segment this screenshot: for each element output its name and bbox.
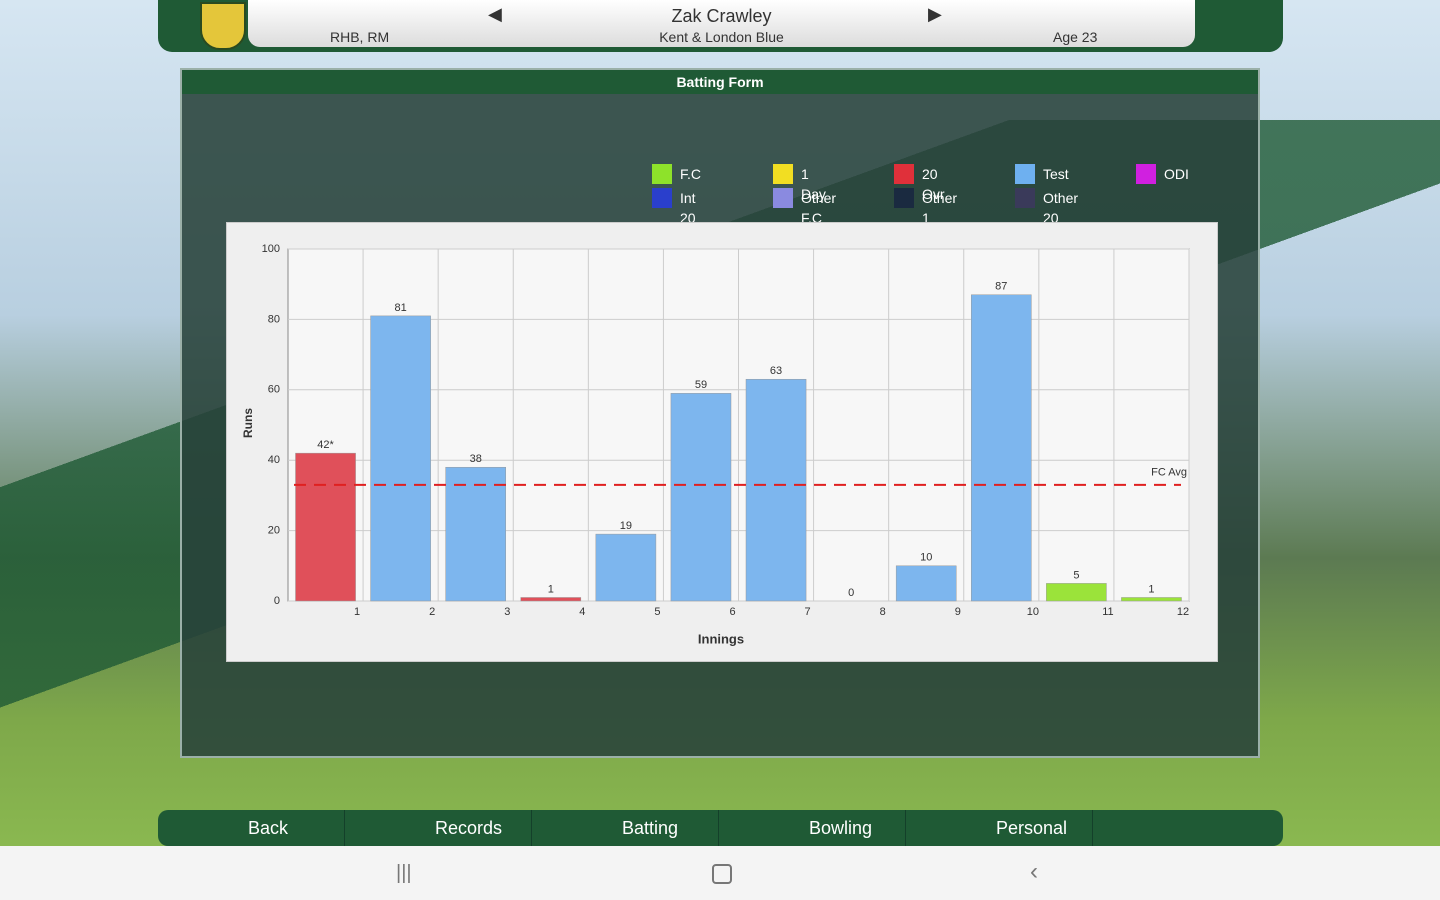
player-team: Kent & London Blue (659, 29, 784, 45)
legend-swatch (773, 164, 793, 184)
bar (295, 452, 356, 602)
y-tick-label: 0 (274, 595, 280, 607)
x-tick-label: 9 (955, 606, 961, 618)
x-tick-label: 8 (880, 606, 886, 618)
player-name: Zak Crawley (671, 6, 772, 26)
data-label: 81 (395, 302, 407, 314)
legend-swatch (1015, 188, 1035, 208)
bar (895, 565, 957, 602)
bar (1046, 583, 1107, 602)
y-tick-label: 40 (268, 454, 280, 466)
legend-swatch (773, 188, 793, 208)
back-button[interactable]: ‹ (1030, 858, 1038, 885)
bar (670, 393, 732, 602)
data-label: 19 (620, 520, 632, 532)
bar (971, 294, 1032, 602)
y-axis-title: Runs (241, 408, 255, 438)
chart: Runs Innings 020406080100142*28133841519… (241, 243, 1190, 646)
panel-title: Batting Form (182, 70, 1258, 94)
legend-swatch (894, 188, 914, 208)
data-label: 42* (317, 439, 334, 451)
x-axis-title: Innings (698, 631, 744, 646)
legend-item: 1 Day (773, 164, 826, 202)
legend-item: Other F.C (773, 188, 836, 226)
legend-item: F.C (652, 164, 701, 184)
bar (745, 378, 807, 602)
next-arrow[interactable]: ▶ (928, 4, 942, 24)
data-label: 38 (470, 453, 482, 465)
x-tick-label: 7 (805, 606, 811, 618)
legend-swatch (894, 164, 914, 184)
y-tick-label: 100 (262, 243, 280, 255)
data-label: 5 (1073, 569, 1079, 581)
player-age: Age 23 (1053, 29, 1098, 45)
data-label: 10 (920, 552, 932, 564)
x-tick-label: 1 (354, 606, 360, 618)
legend-swatch (1015, 164, 1035, 184)
team-badge (200, 2, 246, 50)
x-tick-label: 5 (654, 606, 660, 618)
nav-button[interactable]: Batting Form (532, 810, 719, 874)
bar (445, 466, 506, 602)
recents-button[interactable]: ||| (396, 862, 412, 884)
x-tick-label: 2 (429, 606, 435, 618)
data-label: 87 (995, 281, 1007, 293)
nav-button[interactable]: Bowling Form (719, 810, 906, 874)
bar (370, 315, 431, 602)
x-tick-label: 3 (504, 606, 510, 618)
nav-button[interactable]: Personal (906, 810, 1093, 846)
prev-arrow[interactable]: ◀ (488, 4, 502, 24)
bar (595, 533, 657, 602)
data-label: 63 (770, 365, 782, 377)
x-tick-label: 4 (579, 606, 585, 618)
data-label: 1 (1148, 583, 1154, 595)
y-tick-label: 20 (268, 525, 280, 537)
data-label: 59 (695, 379, 707, 391)
legend-item: ODI (1136, 164, 1189, 184)
nav-button[interactable]: Records (345, 810, 532, 846)
home-button[interactable] (712, 864, 732, 884)
nav-button[interactable]: Back (158, 810, 345, 846)
bar (520, 597, 582, 602)
bar (1121, 597, 1182, 602)
x-tick-label: 12 (1177, 606, 1189, 618)
legend-swatch (652, 164, 672, 184)
x-tick-label: 6 (729, 606, 735, 618)
reference-label: FC Avg (1151, 467, 1187, 479)
x-tick-label: 10 (1027, 606, 1039, 618)
legend-item: Int 20 (652, 188, 696, 226)
y-tick-label: 80 (268, 313, 280, 325)
y-tick-label: 60 (268, 384, 280, 396)
x-tick-label: 11 (1102, 606, 1113, 618)
legend-swatch (1136, 164, 1156, 184)
player-role: RHB, RM (330, 29, 390, 45)
legend-item: Other 1 Day (894, 188, 957, 246)
chart-box: Runs Innings 0 20 40 60 80 100 1 42* 2 81 3 38 4 1 5 19… (226, 222, 1218, 662)
player-header: ◀ ▶ Zak Crawley Kent & London Blue RHB, … (248, 0, 1195, 47)
legend-item: Other 20 Ovr (1015, 188, 1078, 246)
data-label: 0 (848, 587, 854, 599)
legend-swatch (652, 188, 672, 208)
legend-item: Test (1015, 164, 1069, 184)
legend-item: 20 Ovr (894, 164, 945, 202)
system-nav: ||| ‹ (0, 846, 1440, 900)
data-label: 1 (548, 583, 554, 595)
